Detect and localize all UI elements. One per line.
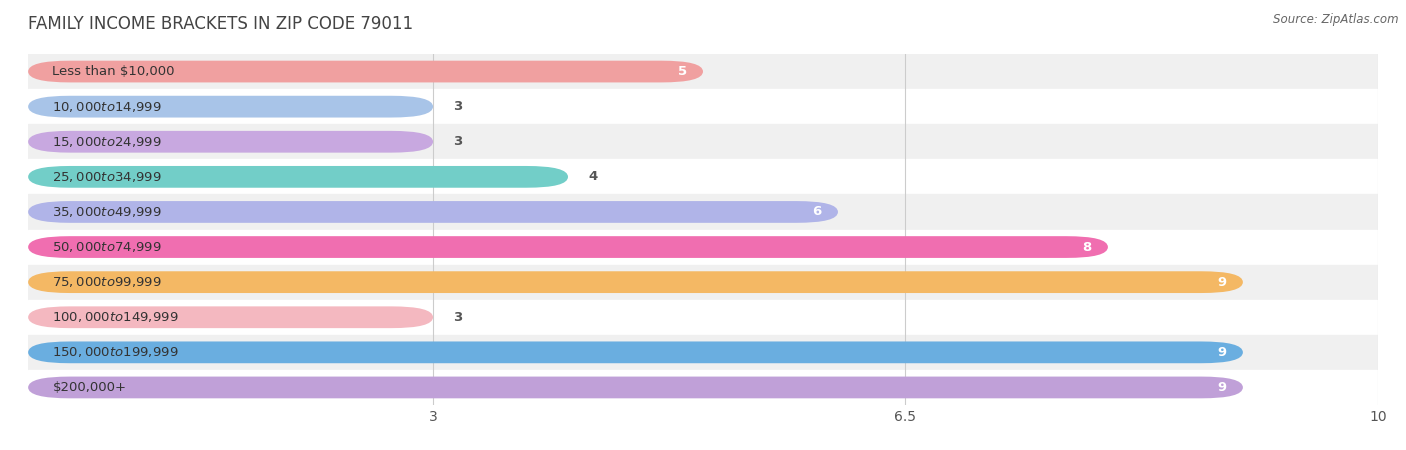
Text: $100,000 to $149,999: $100,000 to $149,999 [52,310,179,324]
Text: 3: 3 [453,135,463,148]
Text: $10,000 to $14,999: $10,000 to $14,999 [52,99,162,114]
FancyBboxPatch shape [28,271,1243,293]
FancyBboxPatch shape [28,377,1243,398]
Bar [28,230,1378,265]
FancyBboxPatch shape [28,131,433,153]
Text: FAMILY INCOME BRACKETS IN ZIP CODE 79011: FAMILY INCOME BRACKETS IN ZIP CODE 79011 [28,15,413,33]
Bar [28,194,1378,230]
Text: 4: 4 [588,171,598,183]
Text: 3: 3 [453,311,463,324]
Bar [28,124,1378,159]
Text: 9: 9 [1218,381,1226,394]
Text: 5: 5 [678,65,686,78]
Text: 9: 9 [1218,276,1226,288]
Text: Less than $10,000: Less than $10,000 [52,65,174,78]
Text: 8: 8 [1083,241,1091,253]
Text: $150,000 to $199,999: $150,000 to $199,999 [52,345,179,360]
Text: $35,000 to $49,999: $35,000 to $49,999 [52,205,162,219]
Text: $50,000 to $74,999: $50,000 to $74,999 [52,240,162,254]
Text: Source: ZipAtlas.com: Source: ZipAtlas.com [1274,14,1399,27]
FancyBboxPatch shape [28,61,703,82]
Bar [28,159,1378,194]
FancyBboxPatch shape [28,236,1108,258]
FancyBboxPatch shape [28,342,1243,363]
FancyBboxPatch shape [28,96,433,117]
Text: $15,000 to $24,999: $15,000 to $24,999 [52,135,162,149]
Bar [28,335,1378,370]
Text: 6: 6 [813,206,821,218]
Text: $75,000 to $99,999: $75,000 to $99,999 [52,275,162,289]
FancyBboxPatch shape [28,166,568,188]
Bar [28,54,1378,89]
Text: $200,000+: $200,000+ [52,381,127,394]
Text: 3: 3 [453,100,463,113]
Bar [28,89,1378,124]
Text: $25,000 to $34,999: $25,000 to $34,999 [52,170,162,184]
FancyBboxPatch shape [28,201,838,223]
FancyBboxPatch shape [28,306,433,328]
Bar [28,300,1378,335]
Bar [28,370,1378,405]
Bar [28,265,1378,300]
Text: 9: 9 [1218,346,1226,359]
